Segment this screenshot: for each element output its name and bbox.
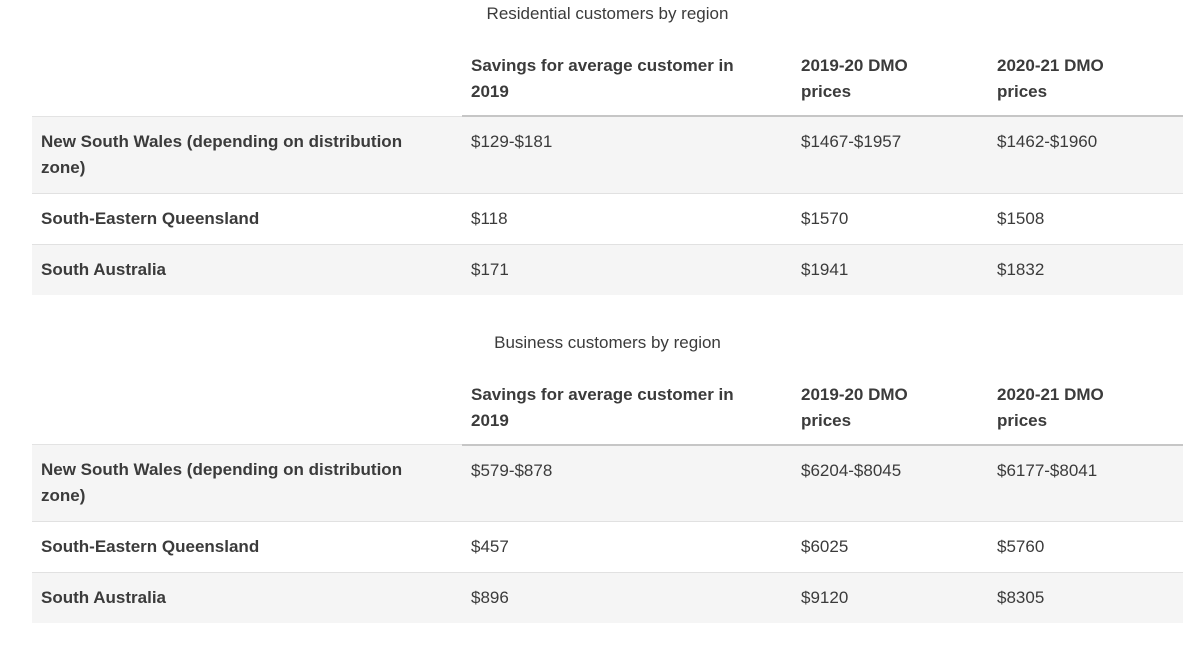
- dmo-2020-21-value: $8305: [997, 588, 1045, 607]
- business-customers-table: Business customers by region Savings for…: [32, 329, 1183, 623]
- column-header-2019-20-dmo-prices: 2019-20 DMO prices: [792, 355, 988, 446]
- header-row: Savings for average customer in 2019 201…: [32, 27, 1183, 117]
- dmo-2019-20-value: $6025: [792, 521, 988, 573]
- column-header-savings-2019: Savings for average customer in 2019: [462, 27, 792, 117]
- column-header-2020-21-dmo-prices: 2020-21 DMO prices: [988, 27, 1183, 117]
- dmo-2019-20-value: $1467-$1957: [792, 116, 988, 194]
- residential-table-caption: Residential customers by region: [486, 4, 729, 23]
- savings-value: $457: [462, 521, 792, 573]
- row-label: South Australia: [41, 588, 166, 607]
- table-row-new-south-wales: New South Wales (depending on distributi…: [32, 116, 1183, 194]
- page-content: Residential customers by region Savings …: [32, 0, 1183, 623]
- dmo-2019-20-value: $9120: [801, 588, 849, 607]
- column-header-savings-2019: Savings for average customer in 2019: [462, 355, 792, 446]
- dmo-2020-21-value: $6177-$8041: [988, 444, 1183, 522]
- savings-value: $171: [471, 259, 509, 279]
- business-table-section: Business customers by region Savings for…: [32, 329, 1183, 623]
- dmo-2020-21-value: $1508: [988, 193, 1183, 245]
- table-row-new-south-wales: New South Wales (depending on distributi…: [32, 444, 1183, 522]
- column-header-2019-20-dmo-prices: 2019-20 DMO prices: [792, 27, 988, 117]
- table-row-south-eastern-queensland: South-Eastern Queensland $457 $6025 $576…: [32, 521, 1183, 573]
- row-label: South Australia: [41, 259, 166, 279]
- empty-header-cell: [32, 355, 462, 445]
- business-table-caption: Business customers by region: [494, 332, 721, 352]
- header-row: Savings for average customer in 2019 201…: [32, 355, 1183, 446]
- row-label: New South Wales (depending on distributi…: [32, 116, 462, 194]
- table-row-south-eastern-queensland: South-Eastern Queensland $118 $1570 $150…: [32, 193, 1183, 245]
- dmo-2020-21-value: $1832: [997, 259, 1045, 279]
- table-row-south-australia: South Australia $896 $9120 $8305: [32, 572, 1183, 623]
- dmo-2020-21-value: $5760: [988, 521, 1183, 573]
- dmo-2019-20-value: $1941: [801, 259, 849, 279]
- savings-value: $129-$181: [462, 116, 792, 194]
- savings-value: $118: [462, 193, 792, 245]
- residential-customers-table: Residential customers by region Savings …: [32, 0, 1183, 295]
- empty-header-cell: [32, 27, 462, 117]
- residential-table-section: Residential customers by region Savings …: [32, 0, 1183, 295]
- table-row-south-australia: South Australia $171 $1941 $1832: [32, 244, 1183, 295]
- savings-value: $896: [471, 588, 509, 607]
- dmo-2019-20-value: $1570: [792, 193, 988, 245]
- dmo-2020-21-value: $1462-$1960: [988, 116, 1183, 194]
- row-label: South-Eastern Queensland: [32, 193, 462, 245]
- row-label: New South Wales (depending on distributi…: [32, 444, 462, 522]
- column-header-2020-21-dmo-prices: 2020-21 DMO prices: [988, 355, 1183, 446]
- savings-value: $579-$878: [462, 444, 792, 522]
- dmo-2019-20-value: $6204-$8045: [792, 444, 988, 522]
- row-label: South-Eastern Queensland: [32, 521, 462, 573]
